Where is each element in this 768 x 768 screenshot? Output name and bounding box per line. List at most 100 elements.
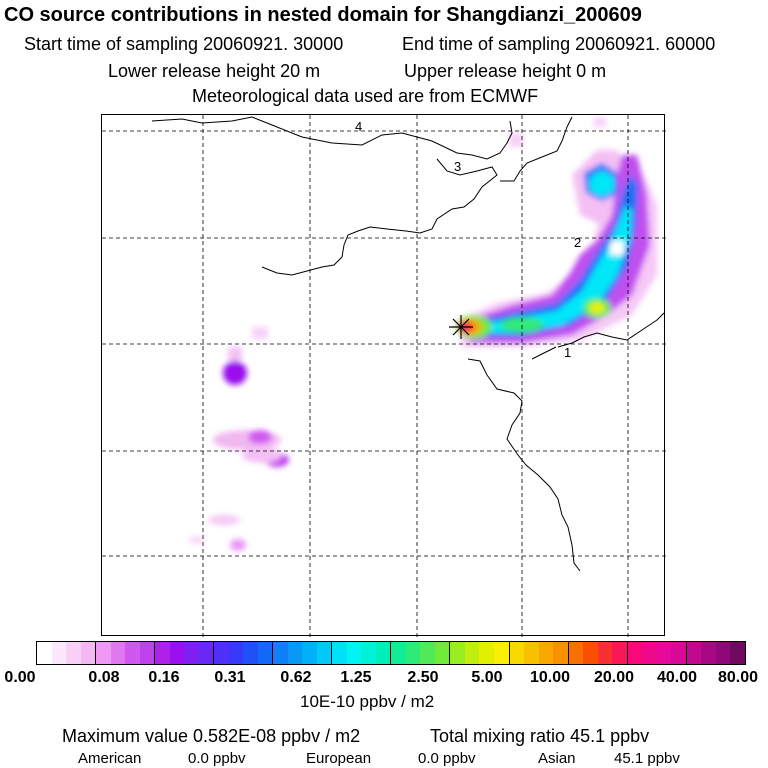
colorbar-segment — [568, 642, 584, 664]
colorbar-segment — [169, 642, 185, 664]
colorbar — [36, 641, 746, 665]
colorbar-tick: 0.16 — [148, 669, 180, 686]
colorbar-tick: 40.00 — [656, 669, 698, 686]
colorbar-segment — [509, 642, 525, 664]
colorbar-segment — [479, 642, 494, 664]
colorbar-segment — [715, 642, 731, 664]
colorbar-segment — [405, 642, 421, 664]
colorbar-tick: 2.50 — [407, 669, 439, 686]
plume-gap — [610, 241, 624, 255]
colorbar-segment — [434, 642, 451, 664]
colorbar-segment — [316, 642, 333, 664]
colorbar-segment — [332, 642, 347, 664]
colorbar-segment — [110, 642, 126, 664]
end-time-label: End time of sampling 20060921. 60000 — [402, 34, 716, 54]
colorbar-segment — [198, 642, 215, 664]
colorbar-segment — [257, 642, 274, 664]
plume-yellow-core — [589, 302, 605, 314]
colorbar-segment — [493, 642, 510, 664]
sw-patch-faint — [230, 539, 246, 551]
colorbar-segment — [391, 642, 406, 664]
colorbar-segment — [96, 642, 111, 664]
map-panel: 4 3 2 1 — [101, 114, 666, 637]
colorbar-segment — [612, 642, 628, 664]
colorbar-tick: 0.31 — [214, 669, 246, 686]
receptor-marker-icon — [449, 315, 473, 339]
colorbar-tick: 0.00 — [4, 669, 36, 686]
coast-bohai — [467, 358, 581, 572]
colorbar-segment — [375, 642, 392, 664]
colorbar-segment — [627, 642, 643, 664]
border-north — [151, 116, 513, 160]
figure-title: CO source contributions in nested domain… — [4, 4, 642, 26]
asian-label: Asian — [538, 750, 576, 767]
plume-speck — [594, 117, 606, 127]
colorbar-segment — [701, 642, 716, 664]
colorbar-segment — [273, 642, 288, 664]
coast-inset — [500, 116, 573, 182]
colorbar-segment — [686, 642, 702, 664]
colorbar-units: 10E-10 ppbv / m2 — [300, 692, 435, 711]
grid-label: 4 — [355, 119, 362, 134]
lower-release-height: Lower release height 20 m — [108, 61, 321, 81]
colorbar-segment — [671, 642, 687, 664]
sw-patch-faint — [242, 447, 282, 463]
colorbar-segment — [51, 642, 67, 664]
met-data-label: Meteorological data used are from ECMWF — [192, 86, 539, 106]
colorbar-segment — [139, 642, 156, 664]
sw-patch-faint — [189, 536, 205, 544]
sw-patch-mid — [248, 430, 272, 444]
colorbar-segment — [228, 642, 244, 664]
colorbar-segment — [656, 642, 672, 664]
colorbar-segment — [553, 642, 569, 664]
colorbar-segment — [642, 642, 657, 664]
lat-lon-grid — [102, 115, 666, 637]
colorbar-tick: 0.62 — [280, 669, 312, 686]
colorbar-segment — [730, 642, 745, 664]
american-value: 0.0 ppbv — [188, 750, 246, 767]
american-label: American — [78, 750, 142, 767]
colorbar-segment — [583, 642, 598, 664]
colorbar-tick: 0.08 — [88, 669, 120, 686]
total-mixing-ratio: Total mixing ratio 45.1 ppbv — [430, 726, 650, 746]
colorbar-tick: 80.00 — [717, 669, 759, 686]
colorbar-segment — [597, 642, 613, 664]
asian-value: 45.1 ppbv — [614, 750, 680, 767]
colorbar-segment — [361, 642, 376, 664]
colorbar-tick: 10.00 — [529, 669, 571, 686]
colorbar-segment — [524, 642, 539, 664]
coastlines — [151, 116, 665, 572]
colorbar-segment — [420, 642, 435, 664]
colorbar-segment — [214, 642, 229, 664]
colorbar-segment — [450, 642, 465, 664]
colorbar-segment — [66, 642, 81, 664]
colorbar-segment — [287, 642, 303, 664]
max-value-label: Maximum value 0.582E-08 ppbv / m2 — [62, 726, 361, 746]
colorbar-segment — [184, 642, 199, 664]
map-canvas: 4 3 2 1 — [102, 115, 666, 637]
sw-patch-faint — [252, 327, 268, 339]
upper-release-height: Upper release height 0 m — [404, 61, 607, 81]
plume-speck — [509, 133, 523, 147]
european-value: 0.0 ppbv — [418, 750, 476, 767]
border-northeast — [261, 158, 498, 276]
colorbar-tick: 5.00 — [471, 669, 503, 686]
sw-patch-purple — [223, 361, 247, 385]
colorbar-tick: 1.25 — [340, 669, 372, 686]
colorbar-segment — [80, 642, 97, 664]
coast-east — [531, 346, 557, 360]
colorbar-segment — [125, 642, 140, 664]
colorbar-segment — [464, 642, 480, 664]
colorbar-tick: 20.00 — [593, 669, 635, 686]
sw-patch-faint — [228, 347, 242, 361]
concentration-field — [189, 117, 657, 551]
sw-patch-faint — [208, 515, 240, 525]
coast-liaodong — [557, 312, 665, 348]
colorbar-segment — [37, 642, 52, 664]
european-label: European — [306, 750, 372, 767]
plume-cyan-north — [590, 170, 614, 197]
colorbar-segment — [302, 642, 317, 664]
colorbar-segment — [346, 642, 362, 664]
colorbar-segment — [155, 642, 170, 664]
colorbar-segment — [243, 642, 258, 664]
